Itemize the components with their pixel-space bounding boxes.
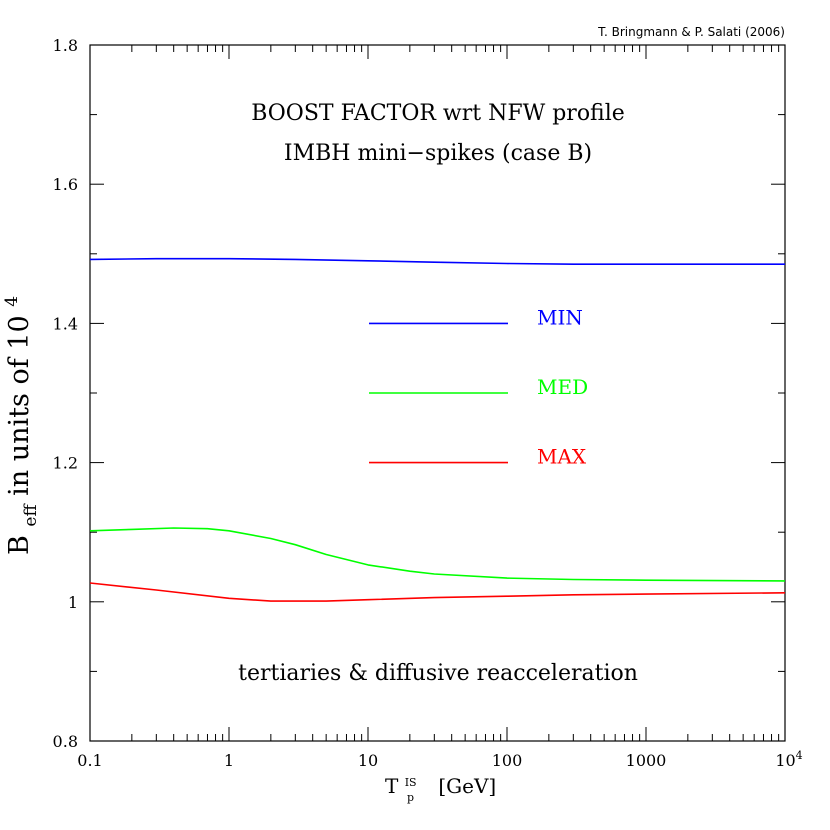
y-label-exp: 4 bbox=[2, 296, 22, 307]
title-line-1: BOOST FACTOR wrt NFW profile bbox=[251, 101, 625, 126]
legend-label-max: MAX bbox=[537, 445, 587, 469]
y-axis-label: B eff in units of 10 4 bbox=[2, 296, 43, 555]
y-label-rest: in units of 10 bbox=[4, 315, 35, 496]
series-lines bbox=[89, 257, 786, 602]
series-line-min bbox=[89, 257, 785, 266]
x-tick-exponent: 4 bbox=[796, 749, 803, 762]
y-tick-label: 1.4 bbox=[53, 314, 78, 333]
x-label-main: T bbox=[385, 774, 399, 798]
y-label-main: B bbox=[4, 535, 35, 555]
y-label-sub: eff bbox=[21, 503, 41, 527]
x-tick-label: 0.1 bbox=[77, 751, 102, 770]
legend: MIN MED MAX bbox=[369, 305, 588, 469]
x-label-unit: [GeV] bbox=[438, 774, 496, 798]
series-line-med bbox=[89, 527, 786, 582]
x-tick-label: 100 bbox=[492, 751, 523, 770]
y-tick-label: 1.8 bbox=[53, 36, 78, 55]
x-tick-label: 1 bbox=[224, 751, 234, 770]
y-tick-label: 0.8 bbox=[53, 732, 78, 751]
series-line-max bbox=[89, 582, 786, 602]
legend-label-min: MIN bbox=[537, 305, 583, 329]
y-tick-label: 1 bbox=[68, 593, 78, 612]
title-line-2: IMBH mini−spikes (case B) bbox=[284, 141, 592, 166]
x-tick-label: 1000 bbox=[626, 751, 667, 770]
x-tick-label: 104 bbox=[775, 749, 802, 770]
x-axis-label: T IS p [GeV] bbox=[385, 767, 496, 806]
x-label-sup: IS bbox=[405, 776, 417, 789]
credit: T. Bringmann & P. Salati (2006) bbox=[597, 25, 785, 39]
x-tick-label: 10 bbox=[358, 751, 378, 770]
y-tick-label: 1.2 bbox=[53, 454, 78, 473]
annotation: tertiaries & diffusive reacceleration bbox=[238, 661, 638, 686]
legend-label-med: MED bbox=[537, 375, 588, 399]
x-label-sub: p bbox=[407, 791, 414, 804]
y-tick-label: 1.6 bbox=[53, 175, 78, 194]
